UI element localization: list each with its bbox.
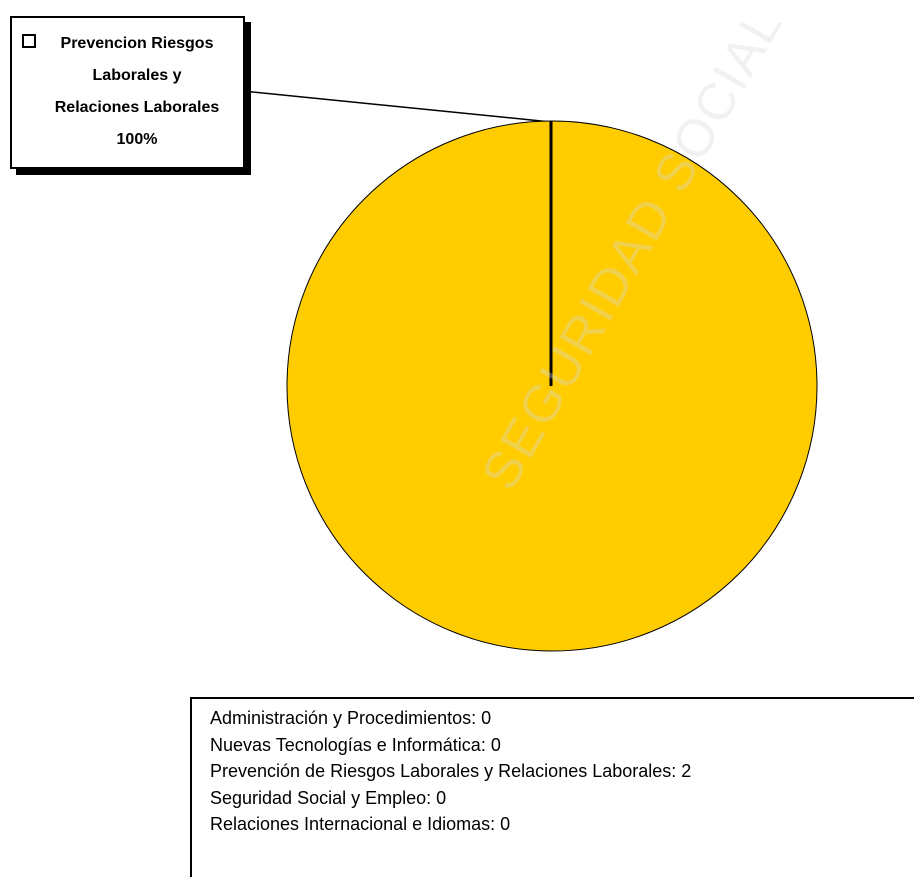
category-counts-list: Administración y Procedimientos: 0 Nueva…	[192, 699, 914, 838]
count-item: Nuevas Tecnologías e Informática: 0	[210, 734, 501, 755]
count-item: Administración y Procedimientos: 0	[210, 708, 492, 728]
category-counts-box: Administración y Procedimientos: 0 Nueva…	[190, 697, 914, 877]
callout-percent: 100%	[116, 131, 158, 148]
callout-line: Laborales y	[92, 67, 182, 84]
callout-line: Relaciones Laborales	[54, 99, 220, 116]
callout-line: Prevencion Riesgos	[60, 35, 214, 52]
count-item: Prevención de Riesgos Laborales y Relaci…	[210, 761, 692, 781]
count-item: Seguridad Social y Empleo: 0	[210, 787, 447, 808]
callout-text: Prevencion Riesgos Laborales y Relacione…	[42, 28, 232, 156]
callout-leader-line	[242, 90, 552, 123]
slice-callout-label: Prevencion Riesgos Laborales y Relacione…	[10, 16, 245, 169]
legend-swatch	[22, 34, 36, 48]
count-item: Relaciones Internacional e Idiomas: 0	[210, 814, 511, 834]
